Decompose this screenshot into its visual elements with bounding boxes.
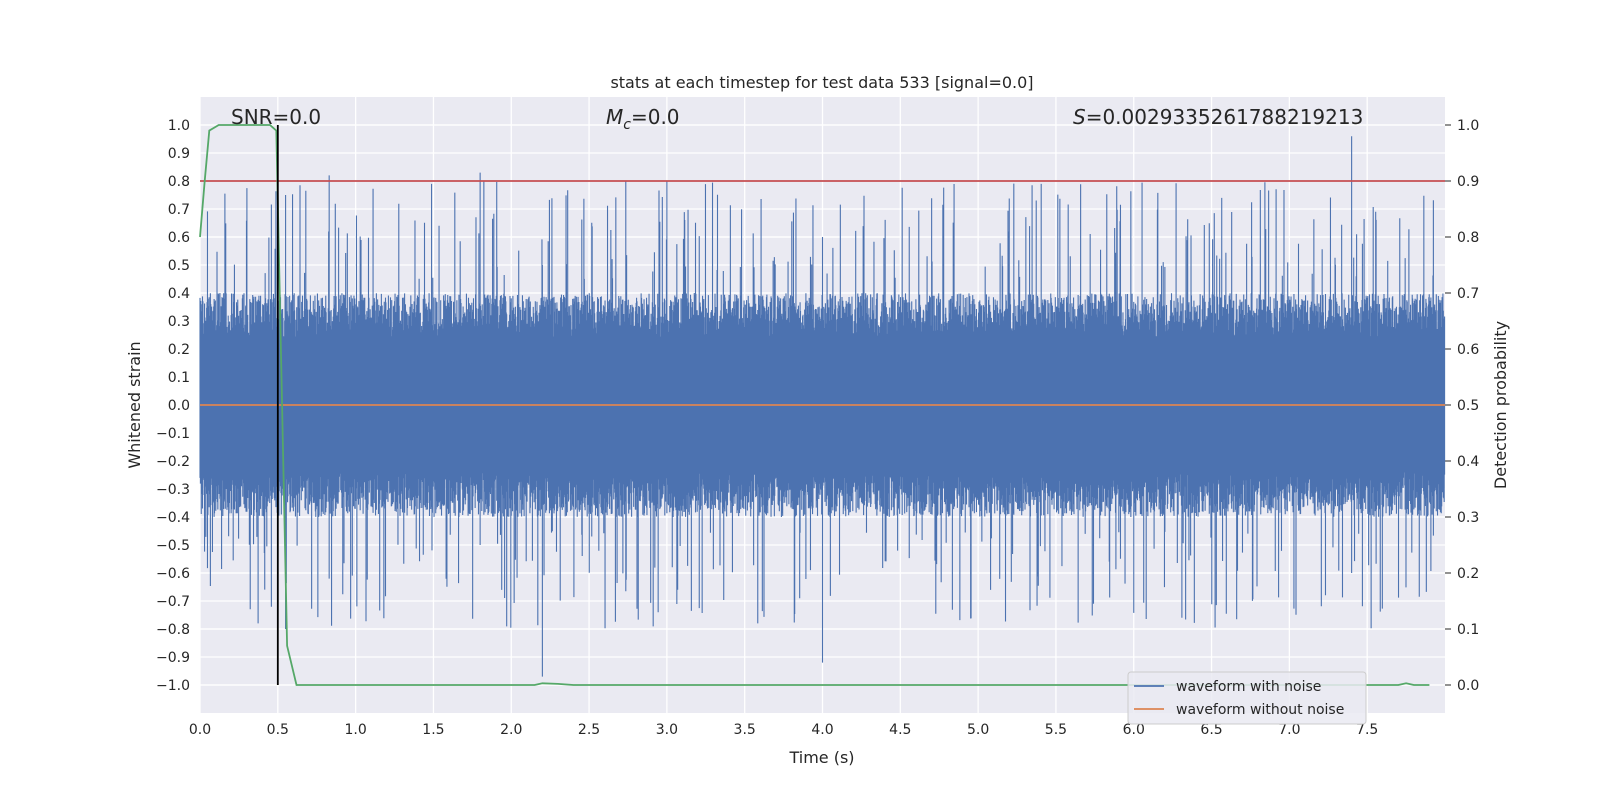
s-annotation: S=0.0029335261788219213 <box>1073 105 1363 129</box>
y-axis-label: Whitened strain <box>125 341 144 468</box>
y-tick-label: 0.7 <box>168 202 190 218</box>
y2-tick-label: 0.7 <box>1457 286 1479 302</box>
y2-axis-label: Detection probability <box>1491 321 1510 489</box>
mc-symbol: M <box>606 105 623 129</box>
snr-annotation: SNR=0.0 <box>231 105 321 129</box>
y2-tick-label: 0.3 <box>1457 510 1479 526</box>
legend: waveform with noise waveform without noi… <box>1127 671 1367 725</box>
x-axis-label: Time (s) <box>788 748 854 767</box>
mc-annotation: Mc=0.0 <box>606 105 680 133</box>
x-tick-label: 0.5 <box>267 722 289 738</box>
y-tick-label: −0.4 <box>156 510 190 526</box>
y-tick-label: 0.9 <box>168 146 190 162</box>
y-tick-label: −0.5 <box>156 538 190 554</box>
y-tick-label: −0.7 <box>156 594 190 610</box>
x-tick-label: 4.0 <box>811 722 833 738</box>
y2-tick-label: 0.1 <box>1457 622 1479 638</box>
x-tick-label: 1.5 <box>422 722 444 738</box>
y2-tick-label: 0.2 <box>1457 566 1479 582</box>
y-tick-label: 0.3 <box>168 314 190 330</box>
x-tick-label: 6.5 <box>1200 722 1222 738</box>
y-tick-label: −0.6 <box>156 566 190 582</box>
y-tick-label: 0.1 <box>168 370 190 386</box>
y2-tick-label: 0.5 <box>1457 398 1479 414</box>
x-tick-label: 2.0 <box>500 722 522 738</box>
s-symbol: S <box>1073 105 1086 129</box>
x-tick-labels: 0.0 0.5 1.0 1.5 2.0 2.5 3.0 3.5 4.0 4.5 5.0 5.5 6.0 6… <box>189 722 1378 738</box>
x-tick-label: 5.5 <box>1045 722 1067 738</box>
x-tick-label: 6.0 <box>1123 722 1145 738</box>
legend-label-clean: waveform without noise <box>1176 702 1344 718</box>
legend-box <box>1127 671 1367 725</box>
x-tick-label: 3.0 <box>656 722 678 738</box>
y-tick-label: −0.8 <box>156 622 190 638</box>
y-tick-label: 1.0 <box>168 118 190 134</box>
y-tick-labels: 1.0 0.9 0.8 0.7 0.6 0.5 0.4 0.3 0.2 0.1 0.0 −0.1 −0.… <box>156 118 190 694</box>
legend-label-noise: waveform with noise <box>1176 679 1321 695</box>
s-value: =0.0029335261788219213 <box>1086 105 1364 129</box>
x-tick-label: 3.5 <box>734 722 756 738</box>
y-tick-label: 0.0 <box>168 398 190 414</box>
mc-value: =0.0 <box>631 105 680 129</box>
y-tick-label: 0.5 <box>168 258 190 274</box>
x-tick-label: 4.5 <box>889 722 911 738</box>
y-tick-label: 0.2 <box>168 342 190 358</box>
x-tick-label: 1.0 <box>344 722 366 738</box>
y-tick-label: −0.2 <box>156 454 190 470</box>
y-tick-label: −0.3 <box>156 482 190 498</box>
x-tick-label: 7.5 <box>1356 722 1378 738</box>
mc-subscript: c <box>623 117 631 133</box>
x-tick-label: 2.5 <box>578 722 600 738</box>
chart-title: stats at each timestep for test data 533… <box>610 73 1033 92</box>
y-tick-label: 0.6 <box>168 230 190 246</box>
y-tick-label: −0.9 <box>156 650 190 666</box>
y2-tick-label: 0.8 <box>1457 230 1479 246</box>
y2-tick-labels: 1.0 0.9 0.8 0.7 0.6 0.5 0.4 0.3 0.2 0.1 0.0 <box>1457 118 1479 694</box>
y2-tick-label: 1.0 <box>1457 118 1479 134</box>
x-tick-label: 7.0 <box>1278 722 1300 738</box>
y-tick-label: −1.0 <box>156 678 190 694</box>
x-tick-label: 0.0 <box>189 722 211 738</box>
y2-tick-label: 0.4 <box>1457 454 1479 470</box>
y-tick-label: 0.4 <box>168 286 190 302</box>
y2-tick-label: 0.9 <box>1457 174 1479 190</box>
x-tick-label: 5.0 <box>967 722 989 738</box>
y-tick-label: 0.8 <box>168 174 190 190</box>
y2-tick-label: 0.6 <box>1457 342 1479 358</box>
y-tick-label: −0.1 <box>156 426 190 442</box>
y2-tick-label: 0.0 <box>1457 678 1479 694</box>
